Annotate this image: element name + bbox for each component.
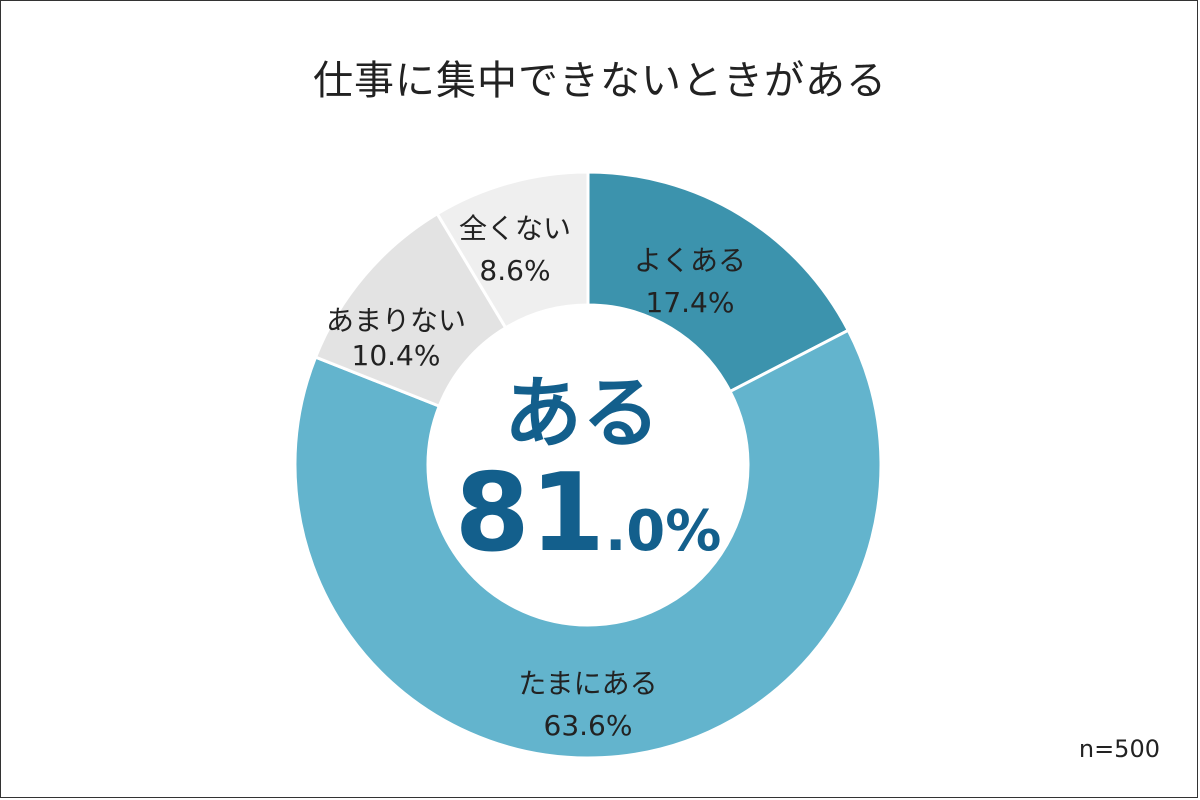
slice-value-1: 63.6% — [544, 709, 633, 742]
slice-label-3: 全くない — [459, 212, 571, 245]
donut-hole — [429, 306, 747, 624]
slice-1 — [293, 328, 883, 760]
center-label: ある — [504, 369, 660, 459]
slice-3 — [435, 170, 590, 330]
slice-label-0: よくある — [634, 244, 746, 277]
center-value: 81.0% — [455, 451, 722, 576]
center-value-int: 81 — [455, 451, 605, 576]
slice-value-0: 17.4% — [646, 286, 735, 319]
slice-label-1: たまにある — [518, 667, 657, 700]
center-value-dec: .0% — [605, 499, 721, 564]
slice-0 — [586, 170, 851, 394]
slice-value-2: 10.4% — [352, 339, 441, 372]
chart-title: 仕事に集中できないときがある — [313, 58, 887, 104]
slice-value-3: 8.6% — [479, 254, 550, 287]
sample-size-note: n=500 — [1078, 735, 1160, 763]
slice-label-2: あまりない — [326, 304, 466, 337]
